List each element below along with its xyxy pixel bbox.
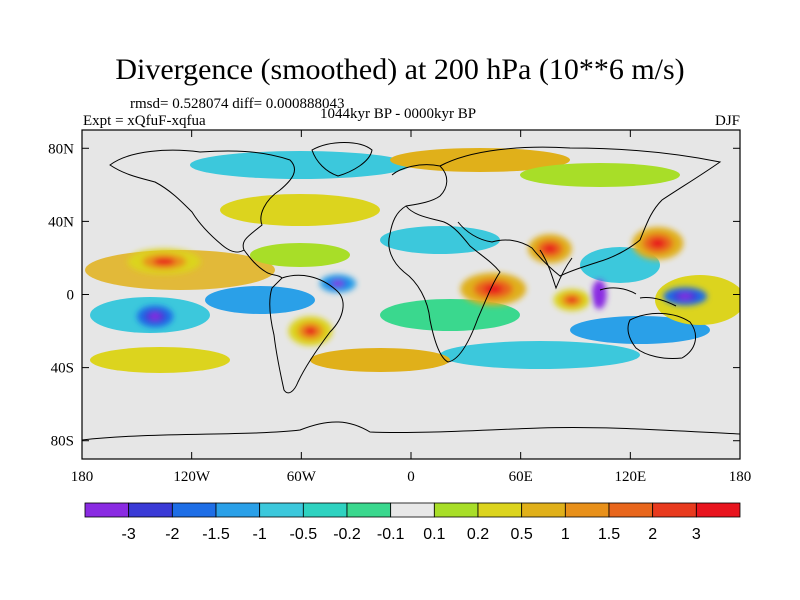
- colorbar-label: 0.1: [423, 526, 445, 543]
- x-tick-label: 0: [407, 469, 415, 485]
- colorbar-label: 1: [561, 526, 570, 543]
- experiment-label: Expt = xQfuF-xqfua: [83, 113, 206, 129]
- x-tick-label: 180: [71, 469, 94, 485]
- field-band: [190, 151, 410, 179]
- x-tick-label: 120W: [173, 469, 211, 485]
- field-band: [250, 243, 350, 267]
- x-tick-label: 180: [729, 469, 752, 485]
- y-tick-label: 40S: [51, 361, 74, 377]
- colorbar-swatch: [171, 502, 217, 518]
- colorbar-label: -1: [253, 526, 267, 543]
- plot-title: Divergence (smoothed) at 200 hPa (10**6 …: [115, 53, 685, 86]
- field-band: [570, 316, 710, 344]
- x-tick-label: 120E: [614, 469, 646, 485]
- rmsd-stats-label: rmsd= 0.528074 diff= 0.000888043: [130, 96, 345, 112]
- colorbar-label: -1.5: [202, 526, 230, 543]
- coastline-australia: [627, 312, 697, 359]
- colorbar-label: -0.5: [290, 526, 318, 543]
- colorbar-label: 0.5: [511, 526, 533, 543]
- field-band: [220, 194, 380, 226]
- field-band: [440, 341, 640, 369]
- field-feature-asia-east-positive: [650, 238, 666, 249]
- field-feature-west-pacific-negative: [678, 293, 692, 300]
- colorbar-label: -0.2: [333, 526, 361, 543]
- field-band: [90, 347, 230, 373]
- coastline-india: [539, 249, 573, 290]
- y-tick-label: 0: [67, 288, 75, 304]
- colorbar-swatch: [128, 502, 173, 518]
- coastline-north-america: [109, 149, 295, 253]
- coastline-maritime-continent: [599, 287, 677, 307]
- field-feature-pacific-north-positive: [153, 257, 176, 266]
- divergence-field: [85, 148, 740, 373]
- field-band: [205, 286, 315, 314]
- colorbar-swatch: [695, 502, 741, 518]
- colorbar-label: 2: [648, 526, 657, 543]
- coastline-greenland: [311, 142, 373, 177]
- colorbar-label: 3: [692, 526, 701, 543]
- coastline-south-america: [269, 274, 344, 394]
- field-band: [380, 299, 520, 331]
- colorbar-swatch: [215, 502, 261, 518]
- colorbar-swatch: [477, 502, 523, 518]
- colorbar-swatch: [259, 502, 304, 518]
- colorbar-swatch: [564, 502, 610, 518]
- period-label: 1044kyr BP - 0000kyr BP: [320, 106, 477, 122]
- coastlines: [82, 142, 740, 441]
- y-tick-label: 80S: [51, 434, 74, 450]
- field-band: [310, 348, 450, 372]
- colorbar-label: -3: [122, 526, 136, 543]
- coastline-asia: [439, 146, 722, 277]
- colorbar-swatch: [608, 502, 654, 518]
- field-feature-indonesia-negative: [597, 290, 602, 299]
- colorbar-swatch: [652, 502, 697, 518]
- field-feature-arabia-positive: [543, 244, 557, 254]
- field-feature-atlantic-negative: [332, 280, 344, 287]
- colorbar: -3 -2 -1.5 -1 -0.5 -0.2 -0.1 0.1 0.2 0.5 1 1.5 2 3: [84, 502, 741, 543]
- field-feature-south-america-positive: [303, 326, 318, 336]
- coastline-central-america: [243, 249, 283, 279]
- coastline-europe-africa: [388, 164, 501, 363]
- field-feature-africa-positive: [483, 284, 504, 294]
- colorbar-label: 0.2: [467, 526, 489, 543]
- coastline-antarctica: [82, 421, 740, 441]
- field-band: [520, 163, 680, 187]
- colorbar-label: -0.1: [377, 526, 405, 543]
- colorbar-swatch: [302, 502, 348, 518]
- colorbar-swatch: [521, 502, 566, 518]
- colorbar-swatch: [390, 502, 435, 518]
- y-tick-label: 40N: [48, 214, 74, 230]
- field-feature-pacific-south-negative: [149, 313, 161, 320]
- colorbar-swatch: [346, 502, 392, 518]
- colorbar-label: 1.5: [598, 526, 620, 543]
- field-band: [390, 148, 570, 172]
- colorbar-swatch: [433, 502, 479, 518]
- x-tick-label: 60W: [287, 469, 317, 485]
- colorbar-label: -2: [165, 526, 179, 543]
- season-label: DJF: [714, 113, 740, 129]
- field-band: [580, 247, 660, 283]
- colorbar-swatch: [84, 502, 130, 518]
- y-tick-label: 80N: [48, 141, 74, 157]
- field-feature-indian-ocean-south-positive: [566, 296, 578, 304]
- x-tick-label: 60E: [509, 469, 533, 485]
